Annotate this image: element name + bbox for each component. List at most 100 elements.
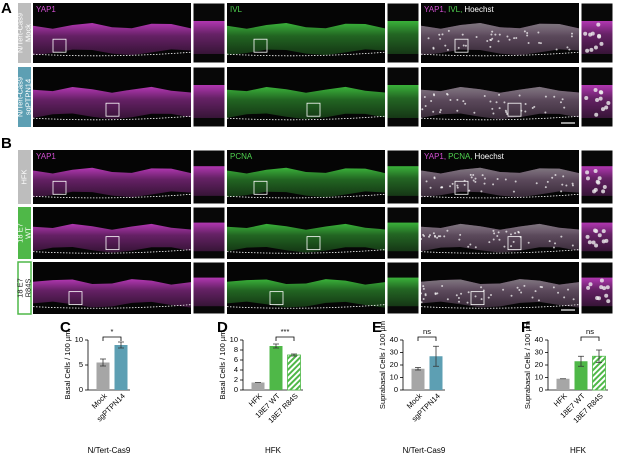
nucleus [422,298,425,301]
nucleus [533,105,536,108]
inset-frame [192,149,226,205]
nucleus [460,292,463,295]
row-label-box [18,150,31,204]
nucleus [480,298,483,301]
inset-nucleus [593,187,598,192]
bar [287,354,301,391]
basement-line [32,115,192,121]
nucleus [546,180,549,183]
nucleus [451,182,454,185]
inset-frame [580,2,614,64]
tissue-overlay [421,86,579,120]
row-label: WT [23,227,32,239]
y-tick-label: 10 [535,372,543,381]
nucleus [551,176,554,179]
inset-nucleus [606,100,611,105]
basement-line [420,193,580,199]
significance-label: ns [423,327,431,336]
nucleus [464,44,467,47]
nucleus [552,286,555,289]
nucleus [527,41,530,44]
inset-nucleus [599,278,604,283]
inset-frame [580,206,614,260]
bar [114,345,128,390]
error-bar [291,353,297,357]
bar [556,378,570,390]
nucleus [497,40,500,43]
nucleus [480,286,483,289]
row-label: 18 E7 [15,223,24,243]
inset-tissue [193,166,225,196]
inset-nucleus [599,90,604,95]
inset-nucleus [593,45,598,50]
nucleus [504,109,507,112]
bar [411,368,425,390]
nucleus [439,37,442,40]
nucleus [505,230,508,233]
nucleus [474,246,477,249]
y-tick-label: 2 [234,375,238,384]
tissue-overlay [421,223,579,253]
nucleus [457,46,460,49]
x-axis-label: N/Tert-Cas9 [403,446,446,455]
nucleus [470,176,473,179]
nucleus [492,112,495,115]
basement-line [226,249,386,254]
row-label: 18 E7 [15,278,24,298]
nucleus [570,35,573,38]
roi-box [52,180,67,195]
channel-label-part: PCNA [230,152,253,161]
nucleus [439,235,442,238]
nucleus [562,175,565,178]
nucleus [420,237,423,240]
nucleus [462,44,465,47]
row-label-box [18,3,31,63]
nucleus [527,241,530,244]
y-tick-label: 40 [535,335,543,344]
channel-label-part: IVL [230,5,243,14]
nucleus [449,99,452,102]
nucleus [571,182,574,185]
roi-box [454,180,469,195]
nucleus [456,109,459,112]
nucleus [515,36,518,39]
nucleus [560,190,563,193]
nucleus [428,234,431,237]
nucleus [537,31,540,34]
inset-frame [192,2,226,64]
y-tick-label: 10 [390,372,398,381]
nucleus [430,100,433,103]
nucleus [534,290,537,293]
y-tick-label: 5 [79,360,83,369]
inset-nucleus [594,112,599,117]
nucleus [475,35,478,38]
nucleus [457,300,460,303]
nucleus [433,94,436,97]
nucleus [456,186,459,189]
significance-label: *** [281,327,290,336]
panel-letter: D [217,319,228,336]
nucleus [423,95,426,98]
inset-nucleus [591,240,596,245]
roi-box [105,102,120,117]
error-bar [100,358,106,367]
inset-frame [192,66,226,128]
nucleus [481,174,484,177]
row-label: N/Tert-Cas9 [15,77,24,117]
nucleus [473,111,476,114]
basement-line [226,51,386,57]
tissue [33,279,191,308]
nucleus [420,301,423,304]
nucleus [498,107,501,110]
nucleus [456,98,459,101]
roi-box [470,291,485,306]
nucleus [498,93,501,96]
y-tick-label: 0 [394,385,398,394]
x-axis-label: HFK [265,446,282,455]
y-tick-label: 6 [234,355,238,364]
nucleus [427,37,430,40]
nucleus [492,229,495,232]
nucleus [512,190,515,193]
inset-nucleus [604,293,609,298]
